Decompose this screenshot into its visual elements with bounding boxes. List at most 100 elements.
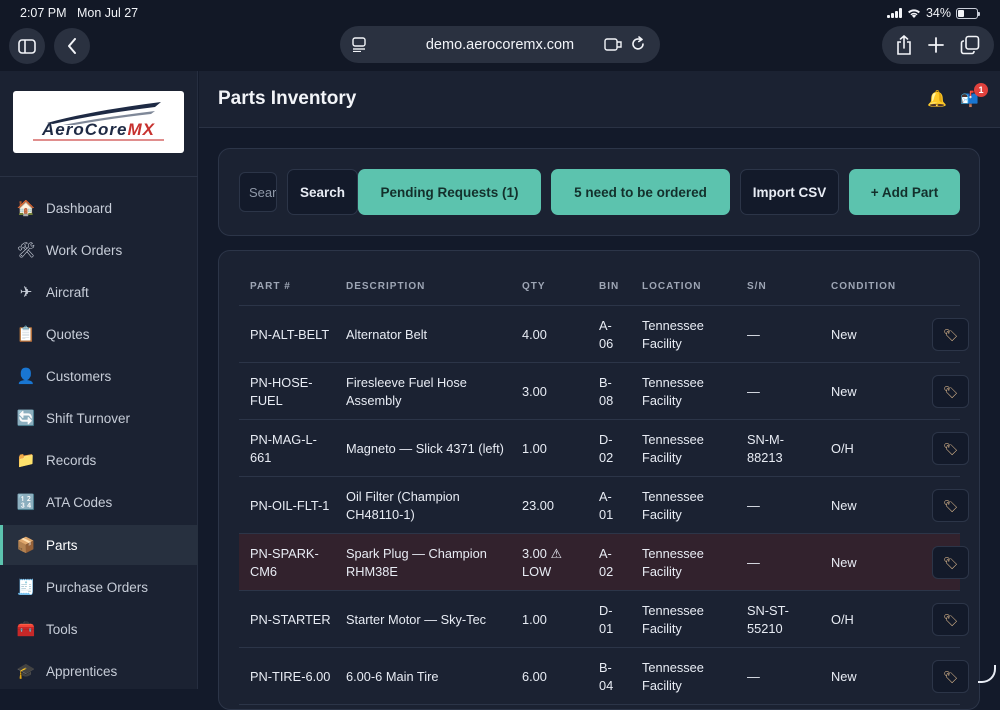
logo-text: AeroCoreMX [13,120,184,140]
sidebar-item-quotes[interactable]: 📋Quotes [0,314,198,354]
airplane-icon: ✈ [16,283,36,301]
share-icon[interactable] [896,35,912,55]
cell-condition: New [831,534,891,591]
resize-handle[interactable] [978,665,996,683]
add-part-button[interactable]: + Add Part [849,169,960,215]
cell-location: Tennessee Facility [642,477,722,534]
label-tag-button[interactable]: 🏷 [932,546,969,579]
reload-icon[interactable] [630,36,646,52]
sidebar-item-apprentices[interactable]: 🎓Apprentices [0,651,198,691]
parts-toolbar: Search Pending Requests (1) 5 need to be… [218,148,980,236]
search-input[interactable] [239,172,277,212]
tag-icon: 🏷 [943,328,958,342]
cell-qty: 6.00 [522,648,582,705]
cycle-icon: 🔄 [16,409,36,427]
sidebar-item-ata-codes[interactable]: 🔢ATA Codes [0,482,198,522]
back-button[interactable] [54,28,90,64]
user-icon: 👤 [16,367,36,385]
cell-serial-number: — [747,648,817,705]
label-tag-button[interactable]: 🏷 [932,660,969,693]
folder-icon: 📁 [16,451,36,469]
cell-location: Tennessee Facility [642,420,722,477]
cell-bin: A-06 [599,306,623,363]
cell-qty: 3.00 ⚠ LOW [522,534,582,591]
sidebar-item-shift-turnover[interactable]: 🔄Shift Turnover [0,398,198,438]
sidebar-item-records[interactable]: 📁Records [0,440,198,480]
cell-location: Tennessee Facility [642,591,722,648]
page-title: Parts Inventory [218,88,356,110]
cell-description: Alternator Belt [346,306,511,363]
cell-condition: O/H [831,591,891,648]
column-header-qty: QTY [522,281,546,292]
cellular-signal-icon [887,8,902,18]
toolbox-icon: 🧰 [16,620,36,638]
wifi-icon [907,8,921,19]
sidebar-item-tools[interactable]: 🧰Tools [0,609,198,649]
receipt-icon: 🧾 [16,578,36,596]
label-tag-button[interactable]: 🏷 [932,375,969,408]
browser-actions [882,26,994,64]
cell-bin: A-01 [599,477,623,534]
tag-icon: 🏷 [943,442,958,456]
cell-location: Tennessee Facility [642,363,722,420]
app-logo[interactable]: AeroCoreMX [13,91,184,153]
sidebar-item-parts[interactable]: 📦Parts [0,525,198,565]
graduation-cap-icon: 🎓 [16,662,36,680]
extension-icon[interactable] [604,37,622,52]
cell-bin: B-08 [599,363,623,420]
sidebar-toggle-icon[interactable] [9,28,45,64]
column-header-part: PART # [250,281,291,292]
package-icon: 📦 [16,536,36,554]
bell-icon[interactable]: 🔔 [927,89,947,109]
home-icon: 🏠 [16,199,36,217]
address-bar[interactable]: demo.aerocoremx.com [340,26,660,63]
cell-location: Tennessee Facility [642,648,722,705]
sidebar-item-work-orders[interactable]: 🛠Work Orders [0,230,198,270]
label-tag-button[interactable]: 🏷 [932,432,969,465]
sidebar-item-customers[interactable]: 👤Customers [0,356,198,396]
cell-serial-number: — [747,477,817,534]
tag-icon: 🏷 [943,499,958,513]
cell-bin: A-02 [599,534,623,591]
cell-location: Tennessee Facility [642,306,722,363]
import-csv-button[interactable]: Import CSV [740,169,839,215]
tools-icon: 🛠 [16,241,36,259]
cell-description: Magneto — Slick 4371 (left) [346,420,511,477]
browser-toolbar: demo.aerocoremx.com [0,26,1000,71]
notification-badge: 1 [974,83,988,97]
cell-serial-number: — [747,363,817,420]
cell-part-number: PN-ALT-BELT [250,306,335,363]
status-time: 2:07 PM [20,6,67,20]
cell-qty: 4.00 [522,306,582,363]
cell-condition: New [831,306,891,363]
cell-serial-number: SN-M-88213 [747,420,817,477]
need-to-order-button[interactable]: 5 need to be ordered [551,169,730,215]
cell-location: Tennessee Facility [642,534,722,591]
search-button[interactable]: Search [287,169,358,215]
sidebar-item-aircraft[interactable]: ✈Aircraft [0,272,198,312]
sidebar-item-purchase-orders[interactable]: 🧾Purchase Orders [0,567,198,607]
battery-icon [956,8,978,19]
cell-qty: 1.00 [522,420,582,477]
new-tab-icon[interactable] [928,37,944,53]
numbers-icon: 🔢 [16,493,36,511]
pending-requests-button[interactable]: Pending Requests (1) [358,169,541,215]
label-tag-button[interactable]: 🏷 [932,603,969,636]
sidebar-item-dashboard[interactable]: 🏠Dashboard [0,188,198,228]
label-tag-button[interactable]: 🏷 [932,318,969,351]
cell-qty: 3.00 [522,363,582,420]
tag-icon: 🏷 [943,613,958,627]
column-header-location: LOCATION [642,281,701,292]
cell-part-number: PN-TIRE-6.00 [250,648,335,705]
tabs-overview-icon[interactable] [960,35,980,55]
label-tag-button[interactable]: 🏷 [932,489,969,522]
tag-icon: 🏷 [943,670,958,684]
column-header-condition: CONDITION [831,281,896,292]
